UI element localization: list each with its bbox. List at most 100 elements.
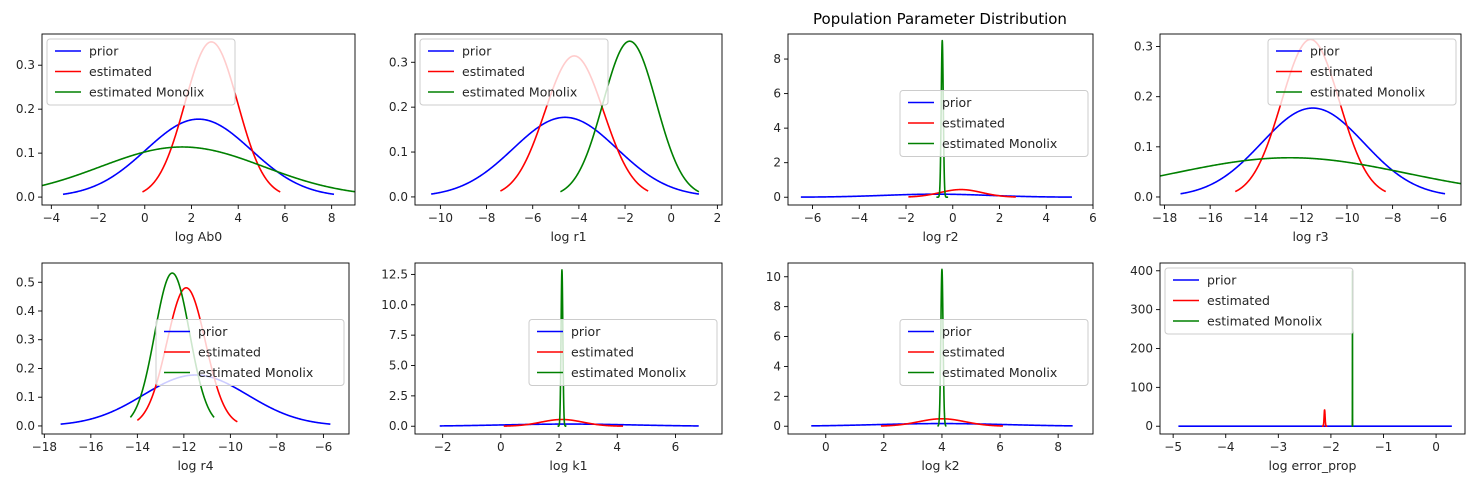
- y-tick-label: 2.5: [389, 389, 408, 403]
- x-tick-label: 6: [996, 440, 1004, 454]
- legend-box: [899, 90, 1089, 157]
- axes-frame: [787, 33, 1094, 206]
- legend-entry: estimated Monolix: [571, 365, 686, 380]
- x-tick-label: −14: [125, 440, 150, 454]
- legend-entry: prior: [89, 44, 119, 59]
- legend: prior estimated estimated Monolix: [46, 38, 236, 106]
- subplot-4: −18 −16 −14 −12 −10 −8 −6 0.0 0.1 0.2 0.3 log r3 pri…: [1134, 33, 1462, 244]
- x-tick-label: 2: [714, 211, 722, 225]
- x-tick-label: 6: [281, 211, 289, 225]
- y-tick-label: 10: [766, 270, 781, 284]
- y-tick-label: 12.5: [381, 267, 408, 281]
- x-tick-label: 0: [1432, 440, 1440, 454]
- x-tick-label: 4: [1042, 211, 1050, 225]
- y-tick-label: 0: [1145, 419, 1153, 433]
- x-tick-label: −6: [524, 211, 542, 225]
- x-tick-label: −10: [1334, 211, 1359, 225]
- legend-entry: prior: [198, 324, 228, 339]
- y-tick-label: 0.2: [16, 361, 35, 375]
- y-tick-label: 0.2: [389, 100, 408, 114]
- x-tick-label: −2: [89, 211, 107, 225]
- legend-entry: prior: [571, 324, 601, 339]
- legend-box: [528, 319, 718, 386]
- legend: prior estimated estimated Monolix: [899, 319, 1089, 386]
- y-tick-label: 0.1: [1134, 140, 1153, 154]
- x-tick-label: 0: [667, 211, 675, 225]
- legend-entry: estimated: [1310, 64, 1373, 79]
- x-tick-label: −1: [1375, 440, 1393, 454]
- y-tick-label: 2: [773, 156, 781, 170]
- y-tick-label: 8: [773, 300, 781, 314]
- y-tick-label: 100: [1130, 380, 1153, 394]
- x-tick-label: −10: [218, 440, 243, 454]
- x-tick-label: 2: [996, 211, 1004, 225]
- x-tick-label: −14: [1243, 211, 1268, 225]
- x-tick-label: −18: [1152, 211, 1177, 225]
- y-tick-label: 0.4: [16, 304, 35, 318]
- y-tick-label: 0.5: [16, 275, 35, 289]
- legend-entry: estimated Monolix: [89, 85, 204, 100]
- x-axis-label: log r4: [177, 458, 213, 473]
- legend: prior estimated estimated Monolix: [419, 38, 609, 106]
- series-line-3: [1160, 156, 1461, 185]
- subplot-7: 0 2 4 6 8 0 2 4 6 8 10 log k2 prior estimated estimate…: [766, 262, 1094, 473]
- subplot-5: −18 −16 −14 −12 −10 −8 −6 0.0 0.1 0.2 0.3 0.4 0.5 log…: [16, 262, 350, 473]
- legend-entry: estimated: [462, 64, 525, 79]
- legend-entry: prior: [942, 95, 972, 110]
- series-line-1: [62, 118, 335, 196]
- axes-frame: [414, 262, 723, 435]
- x-axis-label: log r2: [922, 229, 958, 244]
- y-tick-label: 0.0: [16, 419, 35, 433]
- x-axis-label: log k2: [921, 458, 959, 473]
- x-axis-label: log r1: [550, 229, 586, 244]
- legend: prior estimated estimated Monolix: [155, 319, 345, 386]
- x-axis-label: log k1: [549, 458, 587, 473]
- axes-frame: [787, 262, 1094, 435]
- y-tick-label: 0.0: [389, 190, 408, 204]
- x-axis-label: log r3: [1292, 229, 1328, 244]
- x-tick-label: −8: [268, 440, 286, 454]
- y-tick-label: 2: [773, 389, 781, 403]
- legend-box: [1164, 267, 1354, 335]
- legend-entry: estimated Monolix: [1207, 314, 1322, 329]
- legend-entry: estimated Monolix: [198, 365, 313, 380]
- x-tick-label: −12: [171, 440, 196, 454]
- axes-frame: [414, 33, 723, 206]
- x-tick-label: −6: [315, 440, 333, 454]
- y-tick-label: 7.5: [389, 328, 408, 342]
- y-tick-label: 5.0: [389, 359, 408, 373]
- x-tick-label: −16: [78, 440, 103, 454]
- subplot-1: −4 −2 0 2 4 6 8 0.0 0.1 0.2 0.3 log Ab0 prior estimat…: [16, 33, 356, 244]
- y-tick-label: 0: [773, 419, 781, 433]
- series-group: [439, 269, 699, 428]
- y-tick-label: 0.3: [389, 55, 408, 69]
- y-tick-label: 0.2: [16, 102, 35, 116]
- figure-title: Population Parameter Distribution: [813, 10, 1067, 28]
- subplot-2: −10 −8 −6 −4 −2 0 2 0.0 0.1 0.2 0.3 log r1 prior esti…: [389, 33, 723, 244]
- x-tick-label: −3: [1269, 440, 1287, 454]
- x-tick-label: 0: [822, 440, 830, 454]
- subplot-6: −2 0 2 4 6 0.0 2.5 5.0 7.5 10.0 12.5 log k1 prior est…: [381, 262, 723, 473]
- y-tick-label: 0.1: [16, 390, 35, 404]
- series-line-3: [556, 269, 568, 428]
- legend-entry: estimated: [942, 116, 1005, 131]
- x-tick-label: −18: [32, 440, 57, 454]
- y-tick-label: 300: [1130, 303, 1153, 317]
- x-tick-label: −6: [1429, 211, 1447, 225]
- x-tick-label: 8: [1054, 440, 1062, 454]
- x-tick-label: 2: [880, 440, 888, 454]
- y-tick-label: 0.0: [1134, 190, 1153, 204]
- y-tick-label: 6: [773, 87, 781, 101]
- x-tick-label: −4: [850, 211, 868, 225]
- x-tick-label: 4: [938, 440, 946, 454]
- x-tick-label: −8: [478, 211, 496, 225]
- x-tick-label: −2: [1322, 440, 1340, 454]
- x-axis-label: log error_prop: [1269, 458, 1357, 473]
- x-tick-label: 4: [234, 211, 242, 225]
- y-tick-label: 0.3: [16, 58, 35, 72]
- x-tick-label: −4: [1217, 440, 1235, 454]
- legend-entry: estimated: [89, 64, 152, 79]
- series-line-3: [559, 40, 700, 193]
- series-line-2: [907, 188, 1017, 198]
